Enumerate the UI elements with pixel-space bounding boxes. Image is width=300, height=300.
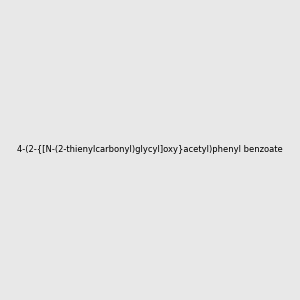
Text: 4-(2-{[N-(2-thienylcarbonyl)glycyl]oxy}acetyl)phenyl benzoate: 4-(2-{[N-(2-thienylcarbonyl)glycyl]oxy}a… (17, 146, 283, 154)
